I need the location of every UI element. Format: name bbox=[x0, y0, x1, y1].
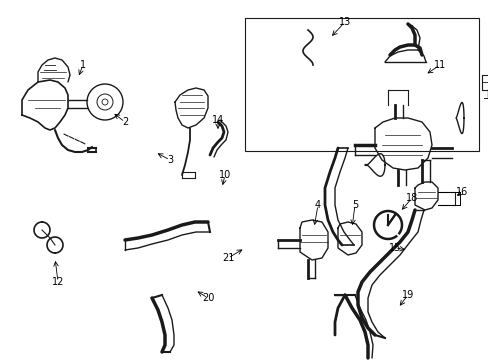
Bar bbox=[244, 18, 478, 151]
Text: 2: 2 bbox=[122, 117, 128, 127]
Text: 16: 16 bbox=[455, 187, 467, 197]
Text: 18: 18 bbox=[405, 193, 417, 203]
Text: 19: 19 bbox=[401, 290, 413, 300]
Text: 12: 12 bbox=[52, 277, 64, 287]
Text: 1: 1 bbox=[80, 60, 86, 70]
Text: 3: 3 bbox=[166, 155, 173, 165]
Text: 5: 5 bbox=[351, 200, 357, 210]
Text: 13: 13 bbox=[338, 17, 350, 27]
Text: 4: 4 bbox=[314, 200, 321, 210]
Text: 14: 14 bbox=[211, 115, 224, 125]
Text: 10: 10 bbox=[219, 170, 231, 180]
Text: 11: 11 bbox=[433, 60, 445, 70]
Text: 20: 20 bbox=[202, 293, 214, 303]
Text: 21: 21 bbox=[222, 253, 234, 263]
Text: 15: 15 bbox=[388, 243, 400, 253]
